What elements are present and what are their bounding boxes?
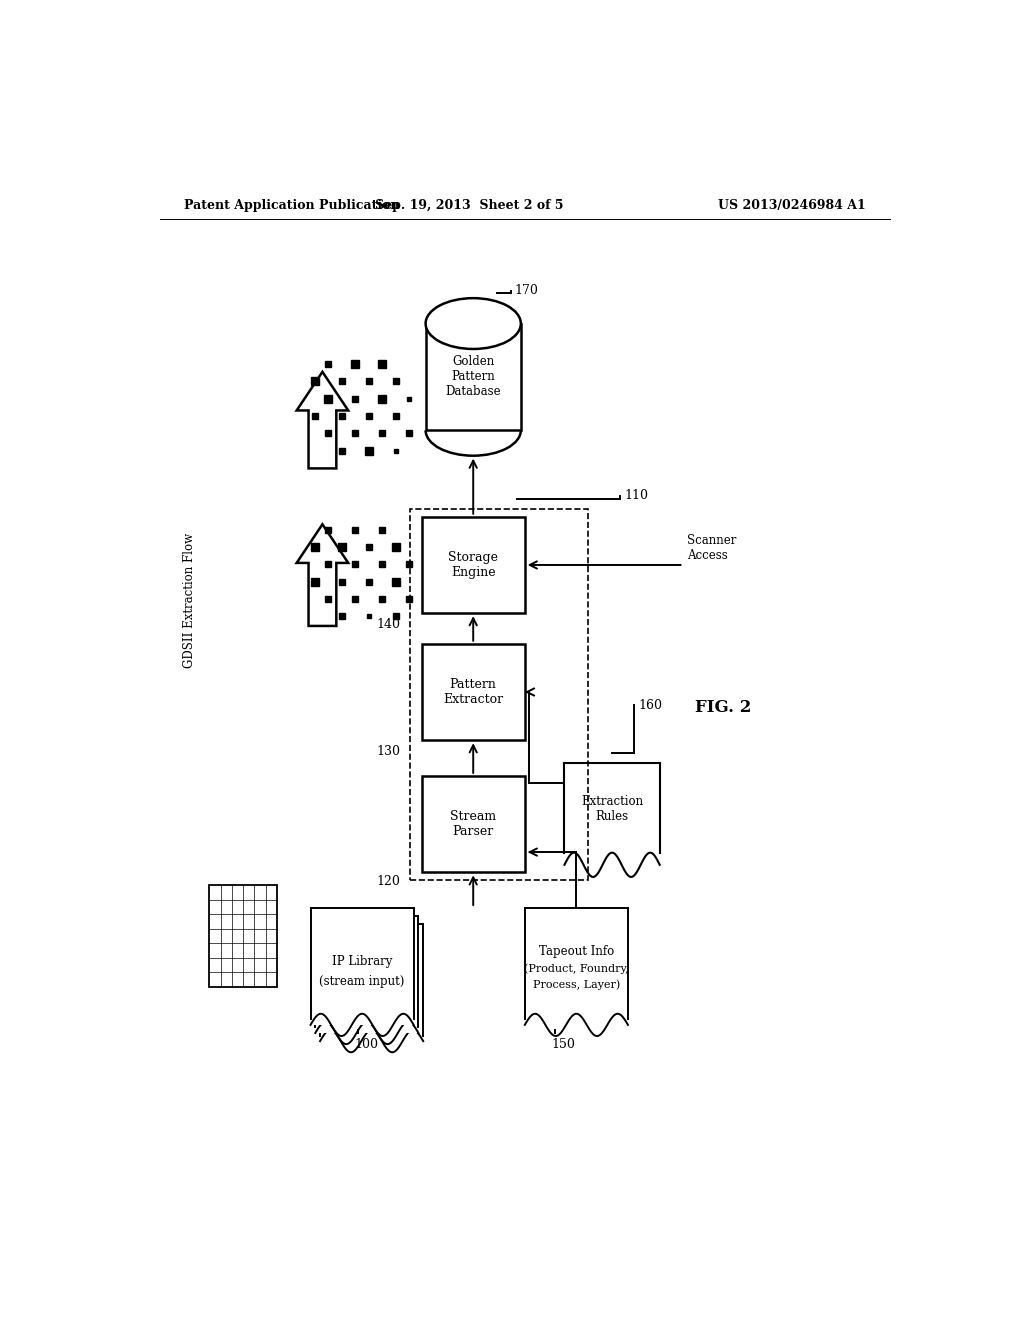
Text: GDSII Extraction Flow: GDSII Extraction Flow xyxy=(183,533,197,668)
Bar xyxy=(209,929,220,944)
Bar xyxy=(220,944,231,958)
Text: 120: 120 xyxy=(377,875,400,888)
Bar xyxy=(220,886,231,900)
Bar xyxy=(422,776,524,873)
Text: Pattern
Extractor: Pattern Extractor xyxy=(443,678,503,706)
Bar xyxy=(231,900,243,915)
Bar xyxy=(231,929,243,944)
Text: Sep. 19, 2013  Sheet 2 of 5: Sep. 19, 2013 Sheet 2 of 5 xyxy=(375,199,563,213)
Text: 110: 110 xyxy=(624,490,648,503)
Bar xyxy=(220,915,231,929)
Text: Storage
Engine: Storage Engine xyxy=(449,550,499,579)
Text: Extraction
Rules: Extraction Rules xyxy=(581,795,643,822)
Text: 150: 150 xyxy=(551,1038,574,1051)
Bar xyxy=(321,924,423,1041)
Text: (Product, Foundry,: (Product, Foundry, xyxy=(524,964,629,974)
Text: Golden
Pattern
Database: Golden Pattern Database xyxy=(445,355,501,399)
Text: 130: 130 xyxy=(376,744,400,758)
Text: IP Library: IP Library xyxy=(332,954,392,968)
Text: (stream input): (stream input) xyxy=(319,975,404,989)
Bar xyxy=(243,944,254,958)
Text: Tapeout Info: Tapeout Info xyxy=(539,945,614,958)
Text: 170: 170 xyxy=(514,284,539,297)
Bar xyxy=(422,644,524,741)
Polygon shape xyxy=(297,372,348,469)
Bar xyxy=(243,886,254,900)
Bar xyxy=(426,323,521,430)
Text: Scanner
Access: Scanner Access xyxy=(687,533,737,562)
Bar xyxy=(243,973,254,987)
Text: Stream
Parser: Stream Parser xyxy=(451,810,497,838)
Bar xyxy=(422,516,524,614)
Ellipse shape xyxy=(426,298,521,348)
Text: FIG. 2: FIG. 2 xyxy=(695,698,752,715)
Text: 160: 160 xyxy=(638,698,663,711)
Bar xyxy=(315,916,419,1034)
Bar xyxy=(209,900,220,915)
Bar xyxy=(254,929,265,944)
Bar xyxy=(220,973,231,987)
Bar xyxy=(310,908,414,1024)
Bar xyxy=(209,958,220,973)
Text: 100: 100 xyxy=(354,1038,378,1051)
Bar xyxy=(410,510,588,880)
Bar xyxy=(231,958,243,973)
Text: Process, Layer): Process, Layer) xyxy=(532,979,620,990)
Bar xyxy=(209,886,276,987)
Bar xyxy=(524,908,628,1024)
Polygon shape xyxy=(297,524,348,626)
Bar xyxy=(243,915,254,929)
Text: Patent Application Publication: Patent Application Publication xyxy=(183,199,399,213)
Text: 140: 140 xyxy=(376,618,400,631)
Text: US 2013/0246984 A1: US 2013/0246984 A1 xyxy=(718,199,866,213)
